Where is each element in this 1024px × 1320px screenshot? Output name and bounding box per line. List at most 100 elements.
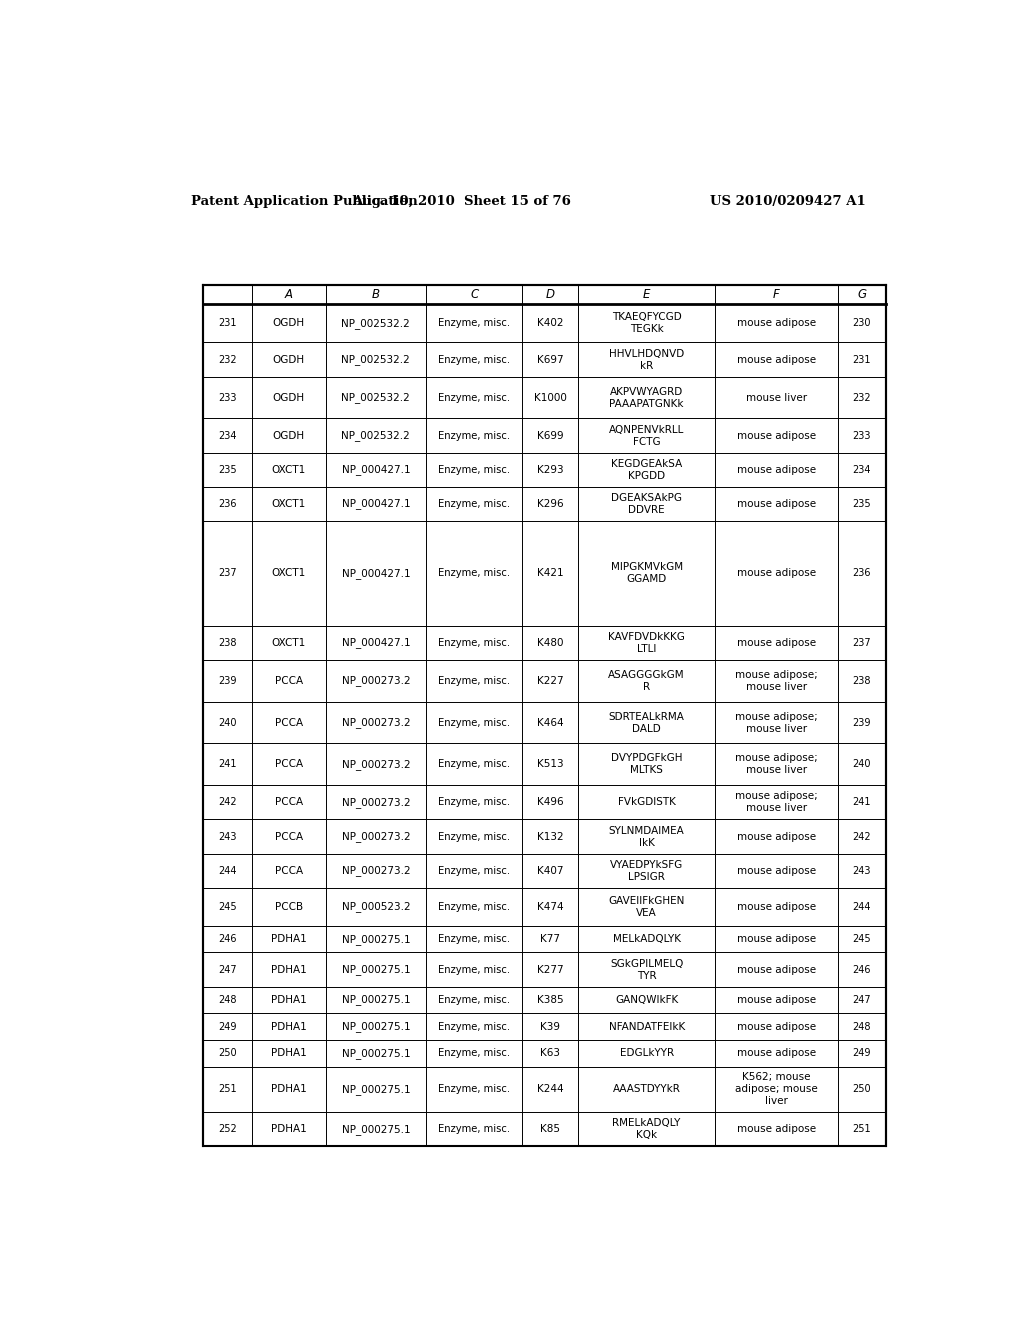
Text: Enzyme, misc.: Enzyme, misc. <box>438 499 510 510</box>
Text: 231: 231 <box>853 355 871 364</box>
Text: Patent Application Publication: Patent Application Publication <box>191 194 418 207</box>
Text: Enzyme, misc.: Enzyme, misc. <box>438 718 510 727</box>
Text: SGkGPILMELQ
TYR: SGkGPILMELQ TYR <box>610 958 683 981</box>
Text: Enzyme, misc.: Enzyme, misc. <box>438 1084 510 1094</box>
Text: KEGDGEAkSA
KPGDD: KEGDGEAkSA KPGDD <box>611 459 682 480</box>
Text: DVYPDGFkGH
MLTKS: DVYPDGFkGH MLTKS <box>611 754 682 775</box>
Text: 233: 233 <box>218 392 237 403</box>
Text: PDHA1: PDHA1 <box>270 935 306 944</box>
Text: mouse adipose: mouse adipose <box>737 935 816 944</box>
Text: 242: 242 <box>218 797 237 808</box>
Text: K421: K421 <box>537 569 563 578</box>
Text: PDHA1: PDHA1 <box>270 995 306 1005</box>
Text: 242: 242 <box>852 832 871 842</box>
Text: mouse adipose: mouse adipose <box>737 1048 816 1059</box>
Text: K132: K132 <box>537 832 563 842</box>
Text: 238: 238 <box>853 676 871 685</box>
Text: Enzyme, misc.: Enzyme, misc. <box>438 1022 510 1032</box>
Text: NP_000427.1: NP_000427.1 <box>342 638 411 648</box>
Text: NP_000273.2: NP_000273.2 <box>342 866 411 876</box>
Text: K402: K402 <box>537 318 563 329</box>
Text: F: F <box>773 289 780 301</box>
Text: mouse liver: mouse liver <box>745 392 807 403</box>
Text: 244: 244 <box>853 902 871 912</box>
Text: PCCA: PCCA <box>274 676 303 685</box>
Text: 247: 247 <box>852 995 871 1005</box>
Text: Aug. 19, 2010  Sheet 15 of 76: Aug. 19, 2010 Sheet 15 of 76 <box>352 194 570 207</box>
Text: K244: K244 <box>537 1084 563 1094</box>
Text: MIPGKMVkGM
GGAMD: MIPGKMVkGM GGAMD <box>610 562 683 585</box>
Text: NP_000275.1: NP_000275.1 <box>342 1084 411 1094</box>
Text: PDHA1: PDHA1 <box>270 1048 306 1059</box>
Text: mouse adipose: mouse adipose <box>737 832 816 842</box>
Text: K407: K407 <box>537 866 563 875</box>
Text: PCCA: PCCA <box>274 866 303 875</box>
Text: Enzyme, misc.: Enzyme, misc. <box>438 832 510 842</box>
Text: 234: 234 <box>218 430 237 441</box>
Text: OGDH: OGDH <box>272 392 305 403</box>
Text: Enzyme, misc.: Enzyme, misc. <box>438 465 510 475</box>
Text: 251: 251 <box>218 1084 237 1094</box>
Text: OXCT1: OXCT1 <box>271 499 306 510</box>
Text: Enzyme, misc.: Enzyme, misc. <box>438 392 510 403</box>
Text: NP_000523.2: NP_000523.2 <box>342 902 411 912</box>
Text: D: D <box>546 289 555 301</box>
Text: NFANDATFEIkK: NFANDATFEIkK <box>608 1022 685 1032</box>
Text: K1000: K1000 <box>534 392 566 403</box>
Text: mouse adipose: mouse adipose <box>737 1125 816 1134</box>
Text: 240: 240 <box>853 759 871 770</box>
Text: mouse adipose;
mouse liver: mouse adipose; mouse liver <box>735 669 818 692</box>
Text: A: A <box>285 289 293 301</box>
Text: K464: K464 <box>537 718 563 727</box>
Text: NP_000275.1: NP_000275.1 <box>342 1022 411 1032</box>
Text: GAVEIIFkGHEN
VEA: GAVEIIFkGHEN VEA <box>608 896 685 917</box>
Text: K227: K227 <box>537 676 563 685</box>
Text: B: B <box>372 289 380 301</box>
Text: mouse adipose: mouse adipose <box>737 318 816 329</box>
Text: NP_000275.1: NP_000275.1 <box>342 933 411 945</box>
Text: NP_000427.1: NP_000427.1 <box>342 568 411 578</box>
Text: 251: 251 <box>852 1125 871 1134</box>
Text: K85: K85 <box>541 1125 560 1134</box>
Text: 236: 236 <box>218 499 237 510</box>
Text: K480: K480 <box>537 638 563 648</box>
Text: NP_000273.2: NP_000273.2 <box>342 797 411 808</box>
Text: 232: 232 <box>218 355 237 364</box>
Text: NP_002532.2: NP_002532.2 <box>341 318 411 329</box>
Text: 239: 239 <box>218 676 237 685</box>
Text: 252: 252 <box>218 1125 237 1134</box>
Text: 243: 243 <box>853 866 871 875</box>
Text: PDHA1: PDHA1 <box>270 1125 306 1134</box>
Text: 235: 235 <box>218 465 237 475</box>
Text: 235: 235 <box>852 499 871 510</box>
Text: 230: 230 <box>853 318 871 329</box>
Text: NP_002532.2: NP_002532.2 <box>341 392 411 403</box>
Text: 246: 246 <box>218 935 237 944</box>
Text: Enzyme, misc.: Enzyme, misc. <box>438 759 510 770</box>
Text: Enzyme, misc.: Enzyme, misc. <box>438 430 510 441</box>
Text: PCCA: PCCA <box>274 718 303 727</box>
Text: 244: 244 <box>218 866 237 875</box>
Text: E: E <box>643 289 650 301</box>
Text: NP_002532.2: NP_002532.2 <box>341 354 411 366</box>
Text: PCCA: PCCA <box>274 797 303 808</box>
Text: ASAGGGGkGM
R: ASAGGGGkGM R <box>608 669 685 692</box>
Text: Enzyme, misc.: Enzyme, misc. <box>438 1048 510 1059</box>
Text: Enzyme, misc.: Enzyme, misc. <box>438 935 510 944</box>
Text: NP_000275.1: NP_000275.1 <box>342 994 411 1006</box>
Text: Enzyme, misc.: Enzyme, misc. <box>438 1125 510 1134</box>
Text: NP_000275.1: NP_000275.1 <box>342 1123 411 1135</box>
Text: OGDH: OGDH <box>272 318 305 329</box>
Text: Enzyme, misc.: Enzyme, misc. <box>438 866 510 875</box>
Text: EDGLkYYR: EDGLkYYR <box>620 1048 674 1059</box>
Text: K699: K699 <box>537 430 563 441</box>
Text: OXCT1: OXCT1 <box>271 465 306 475</box>
Text: mouse adipose: mouse adipose <box>737 355 816 364</box>
Text: 236: 236 <box>853 569 871 578</box>
Text: SDRTEALkRMA
DALD: SDRTEALkRMA DALD <box>608 711 685 734</box>
Text: 237: 237 <box>218 569 237 578</box>
Text: 245: 245 <box>852 935 871 944</box>
Text: mouse adipose: mouse adipose <box>737 965 816 974</box>
Text: 241: 241 <box>853 797 871 808</box>
Text: Enzyme, misc.: Enzyme, misc. <box>438 676 510 685</box>
